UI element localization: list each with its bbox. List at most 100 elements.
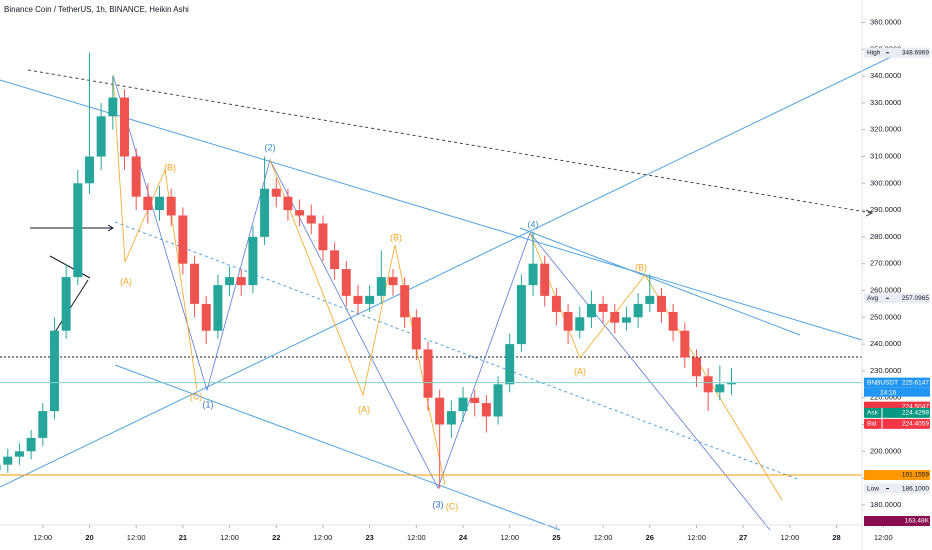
- candle-body: [213, 285, 223, 331]
- x-tick-label: 12:00: [33, 533, 52, 542]
- candle-body: [540, 263, 550, 296]
- price-tag: [864, 47, 930, 58]
- candle-body: [586, 303, 596, 318]
- price-tag: [864, 418, 930, 429]
- candle-body: [516, 285, 526, 345]
- candle-body: [633, 303, 643, 318]
- y-tick-label: 310.0000: [870, 151, 901, 160]
- candle-body: [84, 156, 94, 184]
- candle-body: [38, 411, 48, 438]
- x-tick-label: 12:00: [500, 533, 519, 542]
- price-tag: [864, 470, 930, 481]
- price-tag-value: 191.1559: [902, 472, 929, 479]
- candle-body: [505, 344, 515, 385]
- wave-label: (B): [164, 162, 176, 172]
- x-tick-label: 12:00: [127, 533, 146, 542]
- y-tick-label: 220.0000: [870, 393, 901, 402]
- candle-body: [143, 196, 153, 211]
- volume-label: 163.48K: [905, 518, 930, 525]
- x-tick-label: 22: [272, 533, 280, 542]
- candle-body: [575, 317, 585, 331]
- arrow-head: [865, 209, 874, 217]
- y-tick-label: 270.0000: [870, 259, 901, 268]
- price-tag-value: 224.4298: [902, 410, 929, 417]
- candle-body: [330, 250, 340, 270]
- y-tick-label: 360.0000: [870, 17, 901, 26]
- price-tag: [864, 407, 930, 418]
- candle-body: [365, 295, 375, 304]
- countdown: 24:16: [880, 389, 897, 396]
- candle-body: [470, 397, 480, 404]
- drawings: [0, 0, 896, 550]
- candle-body: [376, 277, 386, 296]
- candle-body: [225, 277, 235, 286]
- chart-title: Binance Coin / TetherUS, 1h, BINANCE, He…: [4, 5, 189, 14]
- price-tag-value: 224.5047: [902, 403, 929, 410]
- x-tick-label: 23: [365, 533, 373, 542]
- price-tag: [864, 377, 930, 388]
- x-tick-label: 20: [85, 533, 93, 542]
- price-tag-value: 225.6147: [902, 379, 929, 386]
- trendline: [0, 54, 896, 488]
- price-tag-value: 224.4059: [902, 421, 929, 428]
- price-tag-name: Ask: [867, 410, 879, 417]
- candle-body: [61, 277, 71, 331]
- trendline: [0, 79, 863, 341]
- candle-body: [668, 311, 678, 331]
- x-tick-label: 12:00: [780, 533, 799, 542]
- candle-body: [400, 285, 410, 318]
- x-tick-label: 12:00: [407, 533, 426, 542]
- x-tick-label: 28: [832, 533, 840, 542]
- wave-label: (2): [265, 142, 276, 152]
- candle-body: [481, 403, 491, 417]
- candle-body: [166, 196, 176, 216]
- y-tick-label: 290.0000: [870, 205, 901, 214]
- dotted-trendline: [27, 69, 873, 214]
- candle-body: [388, 277, 398, 286]
- x-tick-label: 12:00: [874, 533, 893, 542]
- candle-body: [458, 397, 468, 412]
- candle-body: [610, 311, 620, 323]
- trendline: [114, 364, 561, 531]
- trendline: [519, 227, 801, 336]
- candle-body: [26, 437, 36, 452]
- candle-body: [563, 311, 573, 331]
- price-tag-value: 348.6969: [902, 50, 929, 57]
- candle-body: [0, 464, 1, 471]
- price-tag-name: BNBUSDT: [867, 379, 898, 386]
- price-tag-value: 186.1000: [902, 485, 929, 492]
- price-tag: [864, 483, 930, 494]
- price-tag-name: Low: [867, 485, 879, 492]
- countdown-tag: [864, 387, 930, 397]
- candle-body: [621, 317, 631, 323]
- wave-lines: [112, 74, 771, 531]
- y-tick-label: 180.0000: [870, 500, 901, 509]
- wave-label: (A): [120, 276, 132, 286]
- candle-body: [727, 382, 737, 385]
- candle-body: [411, 317, 421, 350]
- candle-body: [341, 269, 351, 296]
- candle-body: [14, 451, 24, 457]
- y-tick-label: 280.0000: [870, 232, 901, 241]
- candle-body: [656, 295, 666, 312]
- candle-body: [645, 295, 655, 304]
- wave-label: (1): [203, 399, 214, 409]
- candle-body: [598, 303, 608, 312]
- y-tick-label: 250.0000: [870, 312, 901, 321]
- x-tick-label: 21: [179, 533, 187, 542]
- y-tick-label: 200.0000: [870, 446, 901, 455]
- y-tick-label: 260.0000: [870, 285, 901, 294]
- candle-body: [271, 188, 281, 197]
- candle-body: [493, 384, 503, 417]
- x-tick-label: 12:00: [594, 533, 613, 542]
- wave-label: (3): [433, 499, 444, 509]
- candle-body: [551, 295, 561, 312]
- candle-body: [528, 263, 538, 286]
- price-tag: [864, 293, 930, 304]
- candle-body: [353, 295, 363, 304]
- abc-lines: [269, 159, 446, 486]
- candle-body: [260, 188, 270, 237]
